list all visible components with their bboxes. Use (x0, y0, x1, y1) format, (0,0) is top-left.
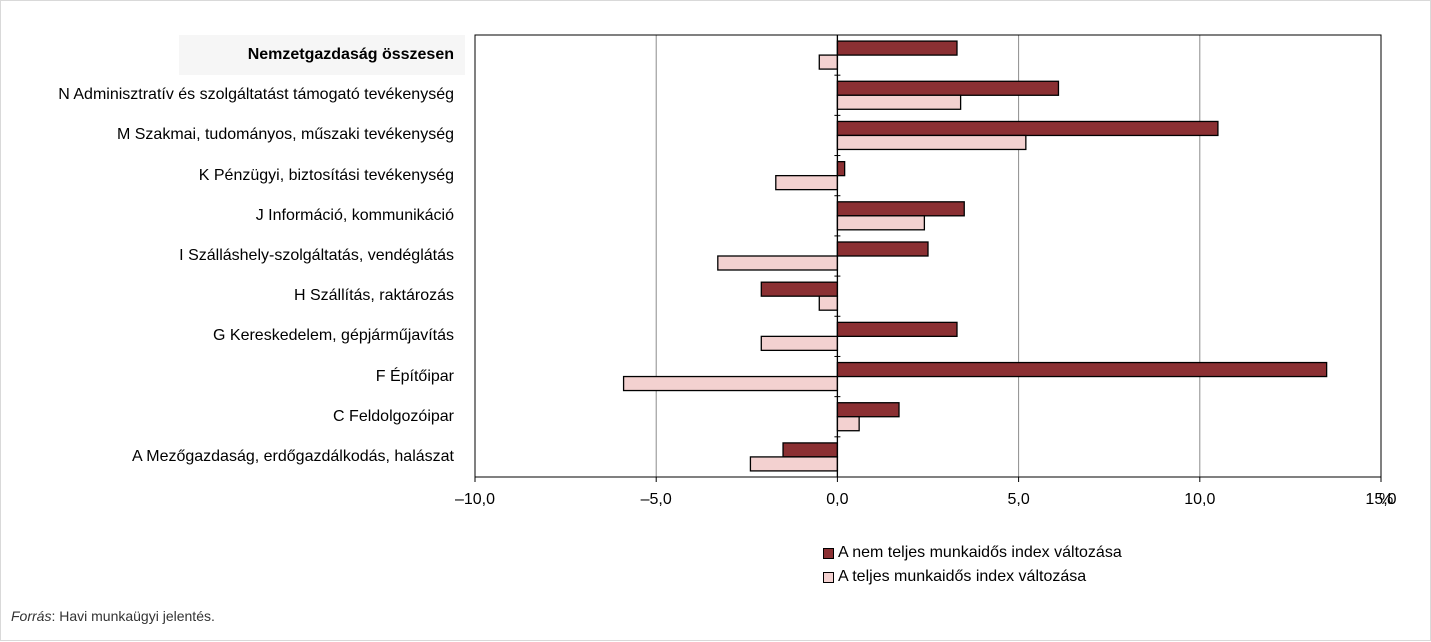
highlight-label-box (179, 35, 465, 75)
bar-full-time (775, 174, 839, 191)
bar-part-time (836, 402, 900, 418)
bar-full-time (760, 335, 839, 352)
bar-full-time (818, 54, 839, 70)
bar-full-time (836, 416, 860, 432)
category-label: F Építőipar (375, 367, 454, 385)
category-label: H Szállítás, raktározás (293, 287, 454, 305)
x-tick-label: –5,0 (640, 491, 672, 508)
bar-part-time (836, 40, 958, 56)
bar-full-time (717, 255, 839, 271)
bar-part-time (836, 160, 846, 177)
legend: A nem teljes munkaidős index változása A… (823, 541, 1122, 589)
bar-full-time (818, 295, 839, 311)
category-label: C Feldolgozóipar (333, 407, 454, 425)
bar-part-time (760, 281, 839, 297)
legend-label-part-time: A nem teljes munkaidős index változása (838, 544, 1122, 561)
x-tick-label: 10,0 (1184, 491, 1216, 508)
x-tick-label: 0,0 (826, 491, 849, 508)
bar-part-time (836, 241, 929, 257)
bar-full-time (749, 456, 839, 472)
source-label: Forrás (11, 608, 52, 624)
bar-full-time (836, 134, 1027, 151)
x-tick-label: 15,0 (1365, 491, 1397, 508)
bar-part-time (782, 442, 839, 458)
bar-part-time (836, 80, 1060, 96)
source-text: : Havi munkaügyi jelentés. (51, 608, 215, 624)
legend-swatch-part-time (823, 547, 834, 559)
bar-part-time (836, 321, 958, 338)
legend-item-full-time: A teljes munkaidős index változása (823, 565, 1122, 589)
bar-part-time (836, 361, 1328, 378)
plot-area-border (474, 34, 1382, 478)
source-note: Forrás: Havi munkaügyi jelentés. (11, 608, 215, 624)
category-label: M Szakmai, tudományos, műszaki tevékenys… (116, 126, 454, 144)
category-label: K Pénzügyi, biztosítási tevékenység (198, 166, 454, 184)
bar-part-time (836, 120, 1219, 137)
legend-swatch-full-time (823, 571, 834, 583)
legend-label-full-time: A teljes munkaidős index változása (838, 568, 1087, 585)
bar-full-time (836, 215, 926, 231)
category-label: N Adminisztratív és szolgáltatást támoga… (58, 86, 454, 104)
x-axis-unit-label: % (1379, 491, 1394, 508)
category-label: A Mezőgazdaság, erdőgazdálkodás, halásza… (132, 447, 454, 465)
bar-full-time (622, 375, 839, 392)
category-label: G Kereskedelem, gépjárműjavítás (213, 327, 454, 345)
bar-full-time (836, 94, 962, 110)
bar-part-time (836, 201, 965, 217)
x-tick-label: –10,0 (454, 491, 496, 508)
category-label: Nemzetgazdaság összesen (247, 46, 454, 64)
x-tick-label: 5,0 (1007, 491, 1030, 508)
category-label: J Információ, kommunikáció (255, 206, 454, 224)
legend-item-part-time: A nem teljes munkaidős index változása (823, 541, 1122, 565)
category-label: I Szálláshely-szolgáltatás, vendéglátás (179, 247, 454, 264)
